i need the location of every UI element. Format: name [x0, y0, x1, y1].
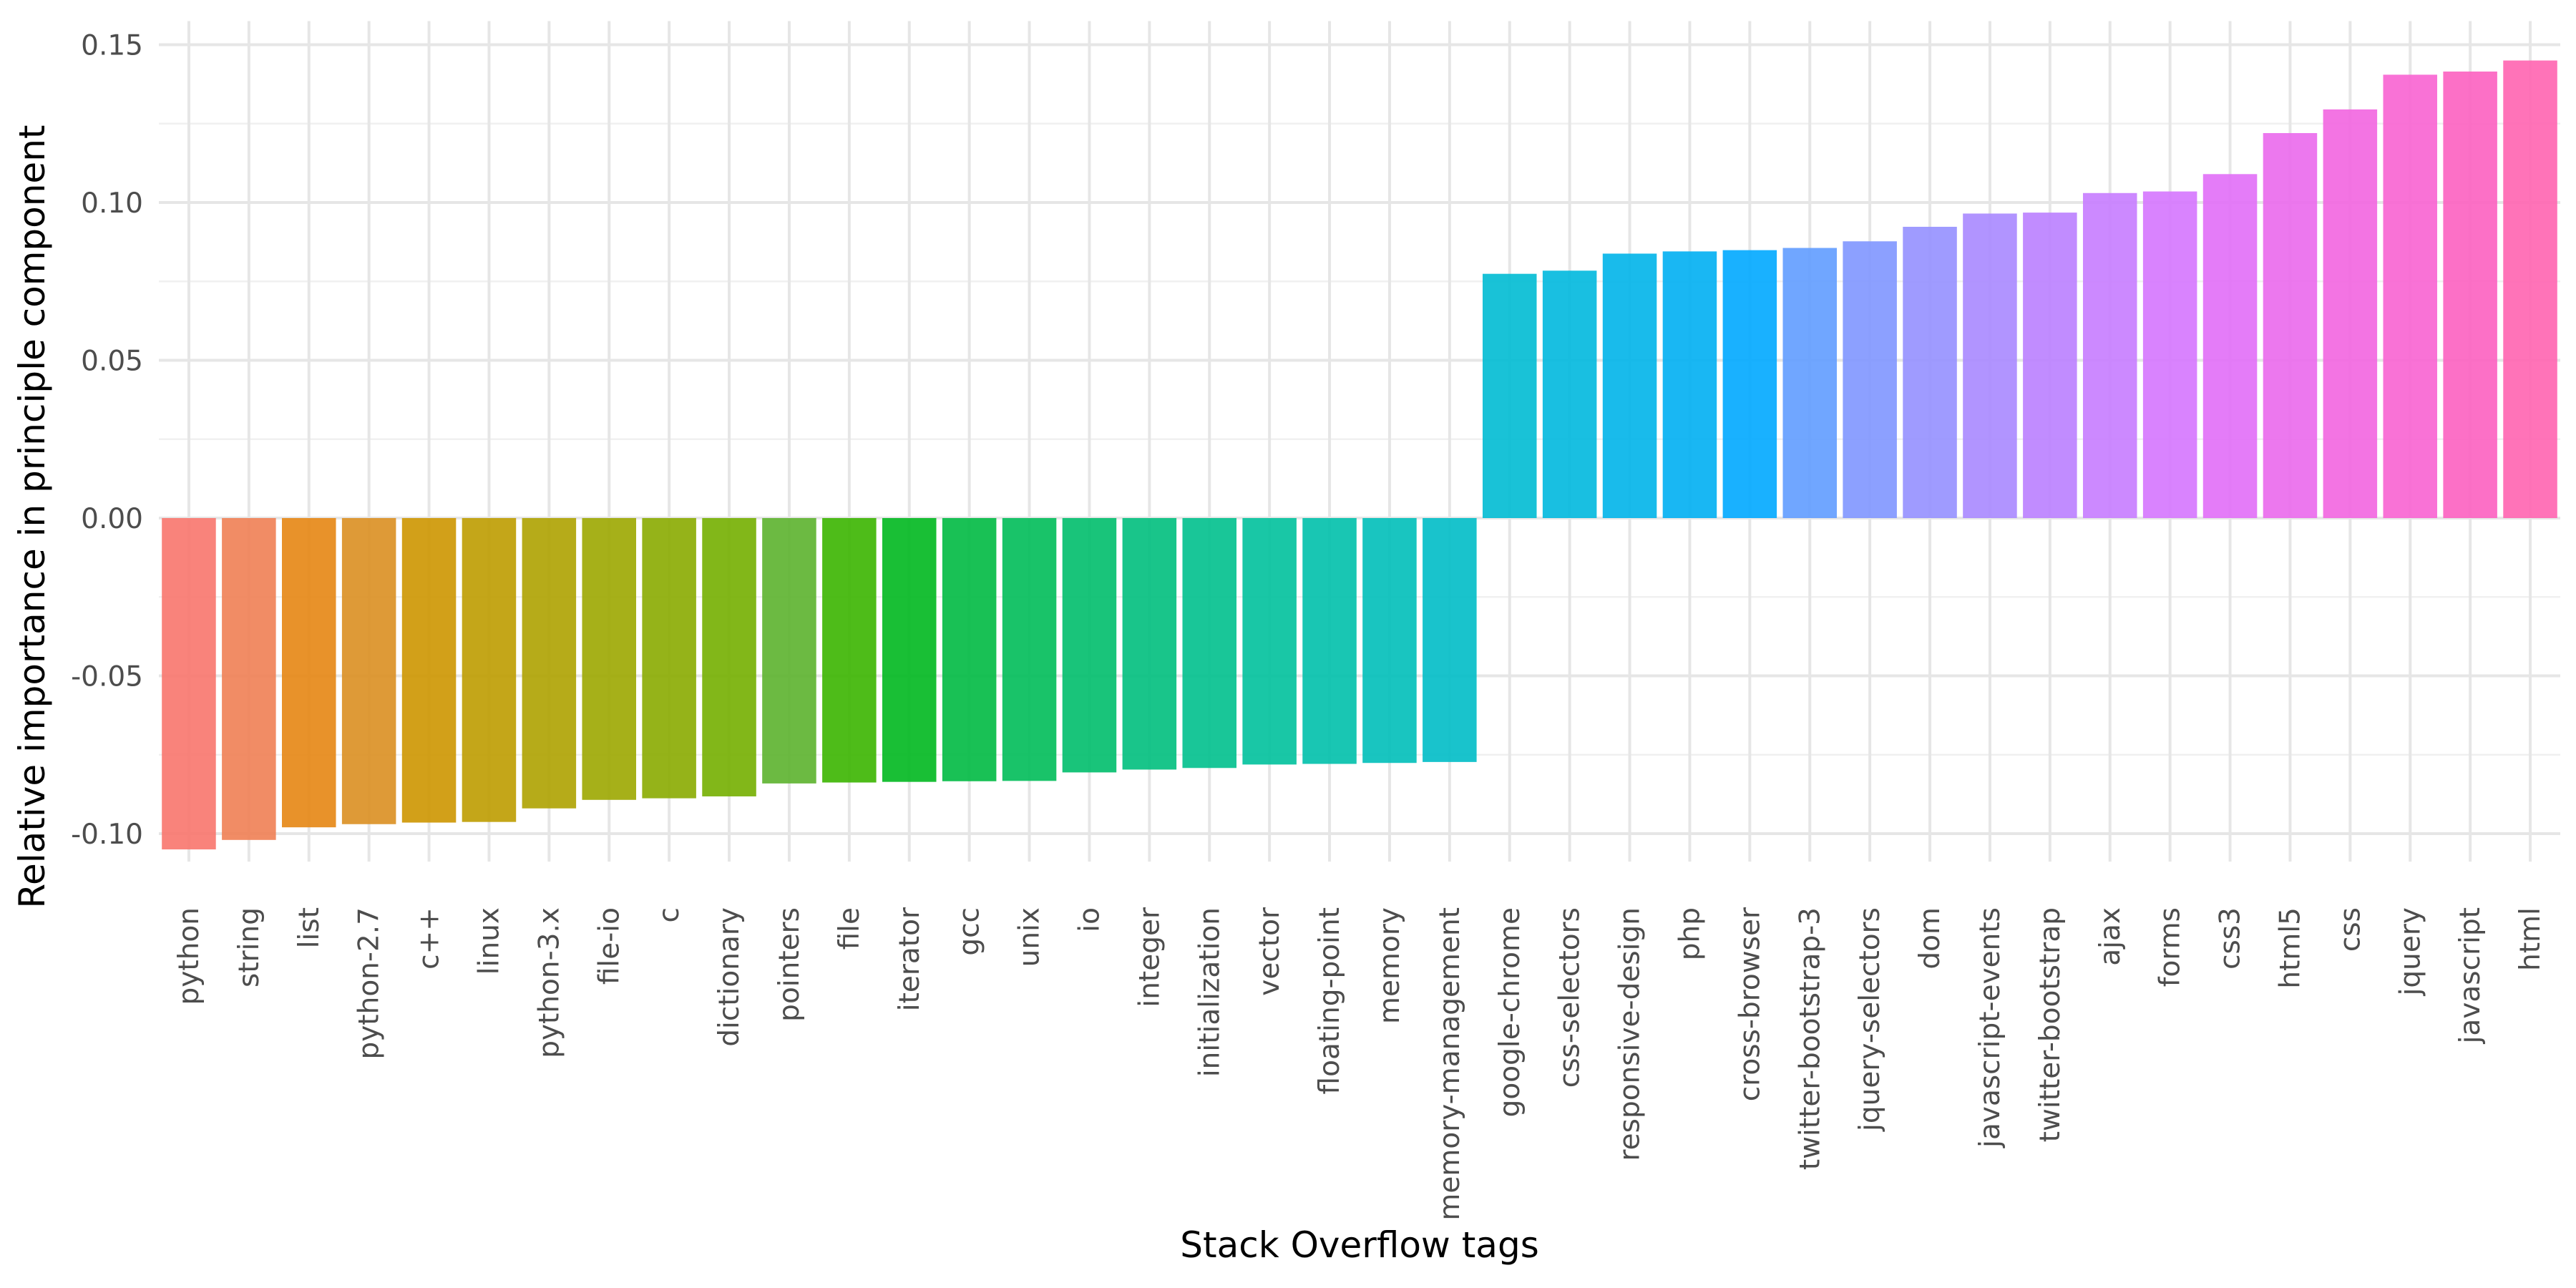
x-tick-label: io — [1073, 907, 1106, 932]
x-tick-label: jquery — [2394, 907, 2426, 996]
y-tick-label: 0.15 — [81, 30, 143, 62]
bar-css3 — [2202, 174, 2258, 518]
bar-python-3.x — [522, 518, 577, 809]
x-tick-label: list — [293, 907, 326, 948]
x-axis-ticks: python string list python-2.7 c++ linux python… — [173, 907, 2547, 1221]
x-tick-label: python-3.x — [533, 907, 565, 1058]
x-tick-label: dom — [1914, 907, 1946, 970]
bar-twitter-bootstrap — [2023, 213, 2077, 518]
bar-integer — [1122, 518, 1177, 770]
bar-file — [822, 518, 877, 783]
x-tick-label: vector — [1254, 907, 1286, 996]
x-tick-label: html — [2514, 907, 2547, 971]
x-tick-label: floating-point — [1314, 907, 1346, 1094]
y-tick-label: 0.05 — [81, 346, 143, 378]
bar-python-2.7 — [341, 518, 396, 824]
bar-responsive-design — [1602, 253, 1657, 518]
bar-html — [2503, 60, 2557, 519]
y-axis-ticks: -0.10 -0.05 0.00 0.05 0.10 0.15 — [71, 30, 143, 852]
bar-gcc — [942, 518, 997, 781]
x-tick-label: responsive-design — [1614, 907, 1646, 1161]
x-tick-label: jquery-selectors — [1854, 907, 1886, 1132]
x-tick-label: iterator — [894, 907, 926, 1011]
bar-css — [2323, 109, 2378, 518]
bar-jquery-selectors — [1843, 241, 1897, 518]
bar-python — [162, 518, 216, 850]
x-tick-label: unix — [1014, 907, 1046, 967]
x-tick-label: ajax — [2094, 907, 2127, 966]
y-tick-label: -0.10 — [71, 819, 143, 851]
x-tick-label: html5 — [2274, 907, 2306, 989]
bar-c++ — [401, 518, 457, 823]
bar-forms — [2142, 191, 2197, 518]
x-tick-label: twitter-bootstrap-3 — [1794, 907, 1826, 1170]
bar-dom — [1903, 226, 1957, 518]
bars — [162, 60, 2557, 850]
x-tick-label: google-chrome — [1494, 907, 1526, 1117]
bar-file-io — [582, 518, 637, 800]
bar-pointers — [762, 518, 816, 784]
bar-memory — [1362, 518, 1417, 763]
y-tick-label: 0.00 — [81, 503, 143, 535]
bar-memory-management — [1423, 518, 1477, 762]
bar-unix — [1002, 518, 1057, 781]
bar-string — [222, 518, 276, 840]
bar-vector — [1242, 518, 1297, 765]
x-tick-label: c++ — [414, 907, 446, 970]
x-tick-label: php — [1674, 907, 1706, 960]
bar-ajax — [2082, 192, 2137, 518]
bar-html5 — [2263, 132, 2318, 519]
bar-google-chrome — [1482, 273, 1537, 518]
bar-c — [642, 518, 696, 799]
bar-floating-point — [1302, 518, 1357, 764]
bar-io — [1062, 518, 1117, 773]
bar-css-selectors — [1542, 270, 1597, 518]
x-tick-label: cross-browser — [1734, 907, 1766, 1101]
x-tick-label: linux — [473, 907, 505, 975]
bar-javascript-events — [1963, 213, 2017, 518]
x-tick-label: integer — [1133, 907, 1166, 1008]
x-tick-label: javascript — [2454, 907, 2487, 1044]
bar-javascript — [2443, 71, 2497, 519]
y-axis-title: Relative importance in principle compone… — [11, 125, 53, 909]
bar-jquery — [2383, 74, 2438, 518]
x-tick-label: css3 — [2215, 907, 2247, 970]
bar-initialization — [1182, 518, 1237, 769]
x-tick-label: pointers — [774, 907, 806, 1022]
y-tick-label: 0.10 — [81, 187, 143, 220]
x-tick-label: python-2.7 — [353, 907, 386, 1060]
x-tick-label: memory-management — [1434, 907, 1466, 1221]
bar-linux — [462, 518, 517, 822]
bar-php — [1662, 251, 1717, 518]
x-tick-label: twitter-bootstrap — [2034, 907, 2067, 1142]
bar-iterator — [882, 518, 937, 782]
x-tick-label: gcc — [954, 907, 986, 956]
x-tick-label: memory — [1374, 907, 1406, 1024]
x-axis-title: Stack Overflow tags — [1180, 1224, 1539, 1266]
x-tick-label: forms — [2155, 907, 2187, 987]
x-tick-label: c — [653, 907, 686, 922]
bar-twitter-bootstrap-3 — [1782, 248, 1838, 518]
y-tick-label: -0.05 — [71, 661, 143, 693]
bar-cross-browser — [1722, 250, 1777, 518]
bar-dictionary — [702, 518, 756, 796]
grid — [159, 21, 2560, 862]
x-tick-label: file — [834, 907, 866, 950]
x-tick-label: javascript-events — [1974, 907, 2006, 1148]
x-tick-label: string — [233, 907, 265, 987]
x-tick-label: python — [173, 907, 205, 1005]
x-tick-label: css-selectors — [1554, 907, 1586, 1088]
bar-list — [281, 518, 336, 828]
x-tick-label: initialization — [1194, 907, 1226, 1077]
x-tick-label: css — [2334, 907, 2366, 952]
x-tick-label: dictionary — [713, 907, 746, 1047]
x-tick-label: file-io — [593, 907, 625, 985]
